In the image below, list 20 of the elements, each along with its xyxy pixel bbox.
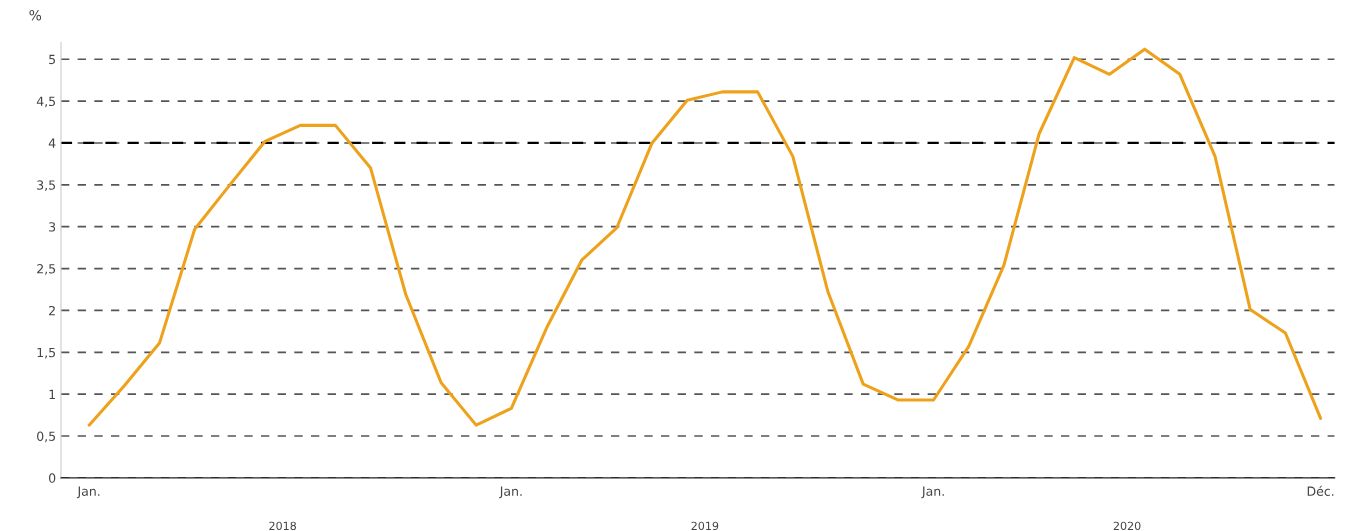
x-tick-label: Déc.: [1307, 485, 1334, 496]
y-tick-label: 3: [49, 222, 56, 232]
y-tick-label: 1: [49, 389, 55, 399]
y-tick-label: 3,5: [37, 180, 56, 192]
y-tick-label: 2: [49, 305, 55, 316]
text: 2018: [269, 521, 297, 531]
line-series: [87, 47, 1323, 427]
y-tick-label: 0,5: [37, 431, 56, 443]
y-tick-label: 0: [48, 473, 56, 483]
y-axis-title: %: [29, 9, 42, 21]
y-tick-label: 5: [49, 54, 56, 65]
y-tick-label: 4: [48, 138, 56, 148]
text: 2020: [1113, 521, 1141, 531]
text: 2019: [691, 521, 719, 531]
x-tick-label: Jan.: [921, 486, 944, 499]
y-tick-label: 2,5: [37, 264, 56, 275]
x-tick-label: Jan.: [76, 486, 100, 499]
y-tick-label: 1,5: [37, 347, 56, 359]
y-tick-label: 4,5: [36, 96, 56, 108]
x-tick-label: Jan.: [499, 486, 522, 499]
